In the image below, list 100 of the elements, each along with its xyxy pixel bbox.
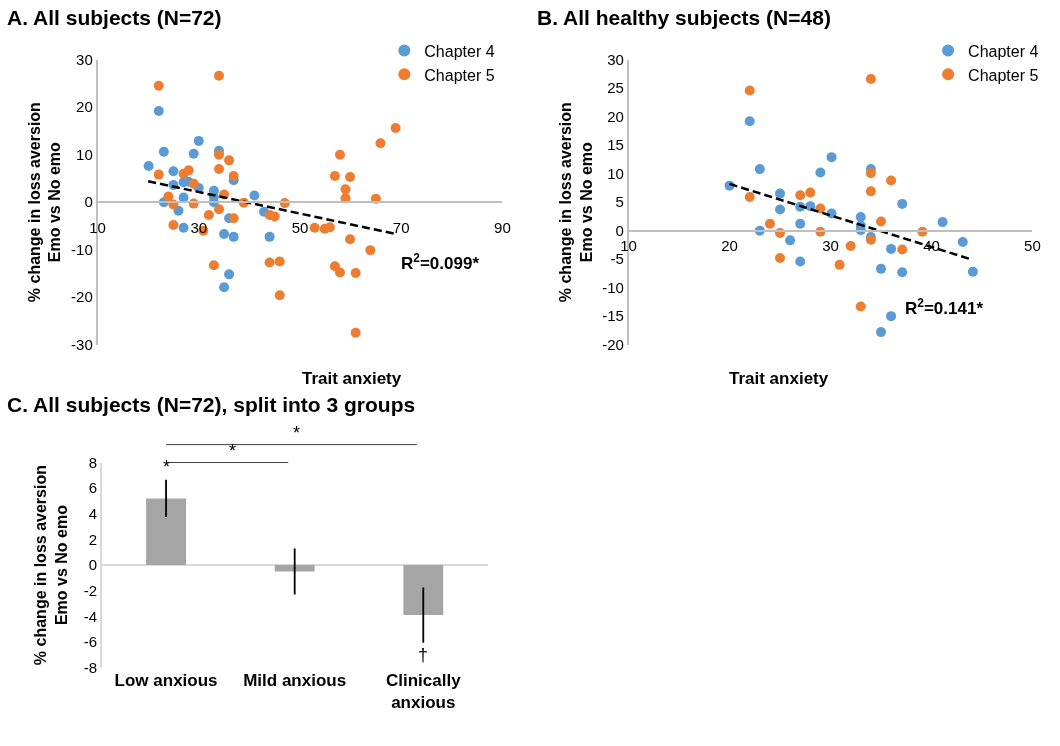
- point: [193, 135, 204, 146]
- y-tick-label: 5: [615, 193, 624, 211]
- legend-label: Chapter 5: [424, 66, 495, 84]
- y-tick-label: -2: [83, 581, 98, 599]
- point: [805, 187, 816, 198]
- point: [168, 166, 179, 177]
- point: [875, 327, 886, 338]
- point: [875, 263, 886, 274]
- point: [795, 256, 806, 267]
- point: [775, 188, 786, 199]
- annotation: R$^{2}$=0.141*: [905, 296, 984, 319]
- point: [865, 186, 876, 197]
- point: [224, 269, 235, 280]
- point: [826, 152, 837, 163]
- point: [264, 257, 275, 268]
- y-tick-label: 30: [76, 50, 93, 68]
- point: [173, 205, 184, 216]
- x-tick-label: 30: [822, 237, 839, 255]
- y-tick-label: -8: [83, 658, 98, 676]
- point: [178, 222, 189, 233]
- y-tick-label: 6: [88, 479, 98, 497]
- point: [143, 161, 154, 172]
- point: [865, 168, 876, 179]
- x-tick-label: 30: [190, 218, 208, 236]
- point: [795, 190, 806, 201]
- x-tick-label: 20: [721, 237, 738, 255]
- point: [345, 234, 356, 245]
- annotation: †: [418, 645, 429, 665]
- point: [249, 190, 260, 201]
- point: [886, 243, 897, 254]
- point: [375, 138, 386, 149]
- point: [967, 266, 978, 277]
- point: [214, 149, 224, 160]
- point: [183, 165, 194, 176]
- y-tick-label: -10: [71, 240, 93, 258]
- point: [764, 218, 775, 229]
- point: [744, 85, 755, 96]
- chart-title: C. All subjects (N=72), split into 3 groups: [7, 393, 416, 416]
- point: [214, 163, 224, 174]
- y-tick-label: 10: [76, 145, 93, 163]
- y-tick-label: 20: [76, 98, 93, 116]
- point: [815, 167, 826, 178]
- point: [228, 171, 239, 182]
- y-tick-label: 2: [88, 530, 98, 548]
- point: [334, 267, 345, 278]
- point: [744, 116, 755, 127]
- point: [845, 241, 856, 252]
- y-tick-label: 25: [607, 79, 624, 97]
- point: [775, 253, 786, 264]
- y-axis-title: % change in loss aversion Emo vs No emo: [32, 465, 71, 666]
- y-tick-label: -15: [602, 307, 624, 325]
- point: [208, 260, 219, 271]
- point: [350, 327, 361, 338]
- y-tick-label: -20: [602, 335, 624, 353]
- y-tick-label: 0: [84, 193, 93, 211]
- point: [937, 217, 948, 228]
- chart-title: A. All subjects (N=72): [7, 6, 222, 29]
- y-tick-label: 10: [607, 164, 624, 182]
- point: [785, 235, 796, 246]
- y-tick-label: 0: [88, 556, 98, 574]
- point: [744, 192, 755, 203]
- point: [269, 211, 280, 222]
- x-tick-label: Low anxious: [114, 670, 218, 690]
- point: [957, 237, 968, 248]
- point: [340, 184, 351, 195]
- point: [865, 74, 876, 85]
- y-tick-label: -30: [71, 335, 93, 353]
- point: [219, 282, 230, 293]
- chart-title: B. All healthy subjects (N=48): [537, 6, 831, 29]
- point: [855, 301, 866, 312]
- point: [274, 290, 285, 301]
- y-tick-label: 8: [88, 453, 98, 471]
- x-tick-label: 50: [1024, 237, 1041, 255]
- x-tick-label: Mild anxious: [243, 670, 347, 690]
- point: [897, 244, 908, 255]
- y-tick-label: 20: [607, 107, 624, 125]
- legend-label: Chapter 5: [968, 66, 1039, 84]
- y-tick-label: 4: [88, 505, 98, 523]
- annotation: R$^{2}$=0.099*: [401, 251, 480, 274]
- point: [153, 169, 164, 180]
- point: [329, 171, 340, 182]
- point: [214, 70, 224, 81]
- point: [274, 256, 285, 267]
- point: [886, 175, 897, 186]
- point: [264, 231, 275, 242]
- point: [214, 204, 224, 215]
- point: [158, 146, 169, 157]
- legend-label: Chapter 4: [968, 42, 1039, 60]
- text: *: [293, 423, 301, 443]
- point: [329, 261, 340, 272]
- y-tick-label: -10: [602, 278, 624, 296]
- x-tick-label: 70: [392, 218, 410, 236]
- y-tick-label: 15: [607, 136, 624, 154]
- point: [153, 105, 164, 116]
- annotation: *: [163, 457, 171, 477]
- y-axis-title: % change in loss aversion Emo vs No emo: [25, 102, 64, 303]
- point: [334, 149, 345, 160]
- point: [350, 267, 361, 278]
- point: [188, 178, 199, 189]
- point: [390, 123, 401, 134]
